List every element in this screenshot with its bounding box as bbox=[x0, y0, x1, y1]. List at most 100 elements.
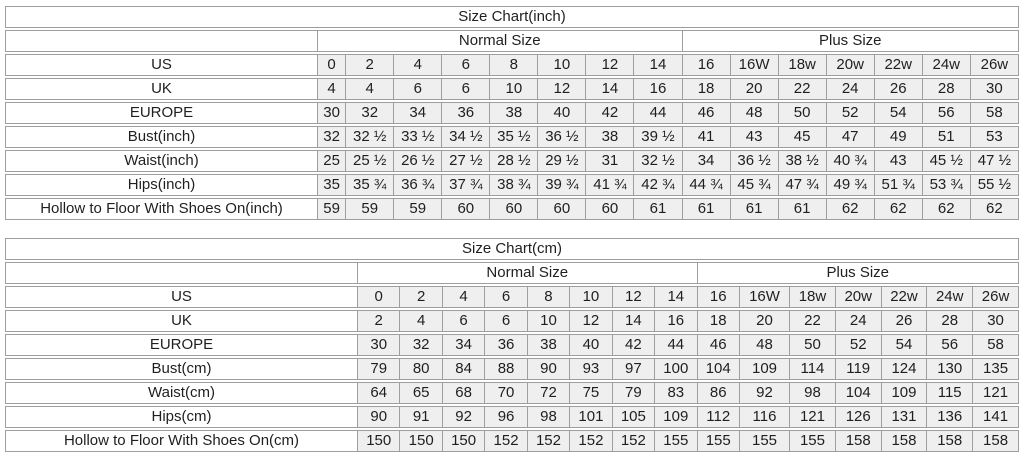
size-value-cell: 14 bbox=[612, 310, 656, 332]
size-value-cell: 6 bbox=[442, 310, 486, 332]
size-value-cell: 26 bbox=[881, 310, 928, 332]
size-value-cell: 60 bbox=[538, 198, 587, 220]
size-value-cell: 26 ½ bbox=[394, 150, 443, 172]
size-value-cell: 42 bbox=[586, 102, 635, 124]
row-label: Bust(inch) bbox=[5, 126, 318, 148]
size-value-cell: 96 bbox=[485, 406, 528, 428]
size-value-cell: 4 bbox=[394, 54, 443, 76]
size-value-cell: 97 bbox=[612, 358, 656, 380]
size-value-cell: 6 bbox=[442, 54, 491, 76]
size-value-cell: 150 bbox=[442, 430, 486, 452]
size-value-cell: 0 bbox=[318, 54, 347, 76]
table-row: Hips(inch) 35 35 ¾ 36 ¾ 37 ¾ 38 ¾ 39 ¾ 41 ¾ 42 ¾… bbox=[5, 174, 1019, 196]
size-value-cell: 22 bbox=[790, 310, 836, 332]
row-label: Waist(cm) bbox=[5, 382, 358, 404]
size-chart-table-cm: Size Chart(cm) Normal Size Plus Size US 0 2 4 6… bbox=[5, 236, 1019, 454]
size-value-cell: 136 bbox=[927, 406, 974, 428]
size-value-cell: 32 ½ bbox=[346, 126, 395, 148]
size-value-cell: 14 bbox=[586, 78, 635, 100]
size-value-cell: 64 bbox=[358, 382, 401, 404]
size-value-cell: 44 ¾ bbox=[682, 174, 731, 196]
size-value-cell: 152 bbox=[570, 430, 613, 452]
size-value-cell: 42 ¾ bbox=[634, 174, 683, 196]
row-label: Waist(inch) bbox=[5, 150, 318, 172]
size-value-cell: 24 bbox=[826, 78, 875, 100]
size-value-cell: 30 bbox=[318, 102, 347, 124]
size-value-cell: 51 ¾ bbox=[874, 174, 923, 196]
size-value-cell: 30 bbox=[358, 334, 401, 356]
table-row: Hips(cm) 90 91 92 96 98 101 105 109 112 116 121 126 1… bbox=[5, 406, 1019, 428]
size-value-cell: 62 bbox=[922, 198, 971, 220]
size-value-cell: 10 bbox=[570, 286, 613, 308]
column-group-plus-size: Plus Size bbox=[697, 262, 1019, 284]
size-value-cell: 158 bbox=[973, 430, 1019, 452]
size-value-cell: 41 bbox=[682, 126, 731, 148]
row-label: Hollow to Floor With Shoes On(inch) bbox=[5, 198, 318, 220]
size-value-cell: 79 bbox=[358, 358, 401, 380]
size-value-cell: 158 bbox=[927, 430, 974, 452]
size-value-cell: 152 bbox=[612, 430, 656, 452]
size-value-cell: 56 bbox=[927, 334, 974, 356]
size-value-cell: 109 bbox=[655, 406, 698, 428]
size-value-cell: 121 bbox=[790, 406, 836, 428]
size-value-cell: 6 bbox=[485, 310, 528, 332]
size-value-cell: 115 bbox=[927, 382, 974, 404]
size-value-cell: 12 bbox=[586, 54, 635, 76]
size-value-cell: 86 bbox=[697, 382, 740, 404]
table-row: Bust(cm) 79 80 84 88 90 93 97 100 104 109 114 119 124… bbox=[5, 358, 1019, 380]
row-label: Hollow to Floor With Shoes On(cm) bbox=[5, 430, 358, 452]
size-value-cell: 116 bbox=[739, 406, 791, 428]
size-value-cell: 83 bbox=[655, 382, 698, 404]
size-value-cell: 39 ¾ bbox=[538, 174, 587, 196]
size-value-cell: 16 bbox=[655, 310, 698, 332]
size-value-cell: 35 ¾ bbox=[346, 174, 395, 196]
size-value-cell: 158 bbox=[881, 430, 928, 452]
size-value-cell: 48 bbox=[730, 102, 779, 124]
size-value-cell: 150 bbox=[358, 430, 401, 452]
size-value-cell: 36 ½ bbox=[730, 150, 779, 172]
size-value-cell: 16W bbox=[739, 286, 791, 308]
size-value-cell: 109 bbox=[881, 382, 928, 404]
table-row: EUROPE 30 32 34 36 38 40 42 44 46 48 50 52 54 56 58 bbox=[5, 334, 1019, 356]
size-value-cell: 2 bbox=[358, 310, 401, 332]
size-value-cell: 155 bbox=[790, 430, 836, 452]
size-value-cell: 101 bbox=[570, 406, 613, 428]
size-value-cell: 135 bbox=[973, 358, 1019, 380]
size-value-cell: 88 bbox=[485, 358, 528, 380]
size-value-cell: 52 bbox=[835, 334, 882, 356]
size-value-cell: 34 bbox=[442, 334, 486, 356]
column-group-normal-size: Normal Size bbox=[358, 262, 698, 284]
size-value-cell: 119 bbox=[835, 358, 882, 380]
size-value-cell: 40 bbox=[538, 102, 587, 124]
size-value-cell: 24w bbox=[927, 286, 974, 308]
size-value-cell: 121 bbox=[973, 382, 1019, 404]
size-value-cell: 29 ½ bbox=[538, 150, 587, 172]
table-row: Hollow to Floor With Shoes On(cm) 150 150 1… bbox=[5, 430, 1019, 452]
size-value-cell: 59 bbox=[346, 198, 395, 220]
size-value-cell: 141 bbox=[973, 406, 1019, 428]
row-label: Hips(cm) bbox=[5, 406, 358, 428]
size-value-cell: 158 bbox=[835, 430, 882, 452]
table-row: UK 4 4 6 6 10 12 14 16 18 20 22 24 26 28 30 bbox=[5, 78, 1019, 100]
size-value-cell: 42 bbox=[612, 334, 656, 356]
row-label: US bbox=[5, 54, 318, 76]
size-value-cell: 6 bbox=[442, 78, 491, 100]
size-value-cell: 10 bbox=[527, 310, 571, 332]
size-value-cell: 16 bbox=[634, 78, 683, 100]
size-value-cell: 59 bbox=[318, 198, 347, 220]
size-value-cell: 56 bbox=[922, 102, 971, 124]
size-value-cell: 155 bbox=[697, 430, 740, 452]
size-value-cell: 24w bbox=[922, 54, 971, 76]
size-value-cell: 34 bbox=[394, 102, 443, 124]
size-value-cell: 62 bbox=[970, 198, 1019, 220]
size-value-cell: 35 bbox=[318, 174, 347, 196]
size-value-cell: 22w bbox=[874, 54, 923, 76]
size-value-cell: 36 ½ bbox=[538, 126, 587, 148]
size-value-cell: 49 bbox=[874, 126, 923, 148]
size-value-cell: 62 bbox=[874, 198, 923, 220]
size-value-cell: 43 bbox=[730, 126, 779, 148]
size-value-cell: 8 bbox=[490, 54, 539, 76]
table-row: US 0 2 4 6 8 10 12 14 16 16W 18w 20w 22w 24w 26w bbox=[5, 286, 1019, 308]
size-value-cell: 70 bbox=[485, 382, 528, 404]
